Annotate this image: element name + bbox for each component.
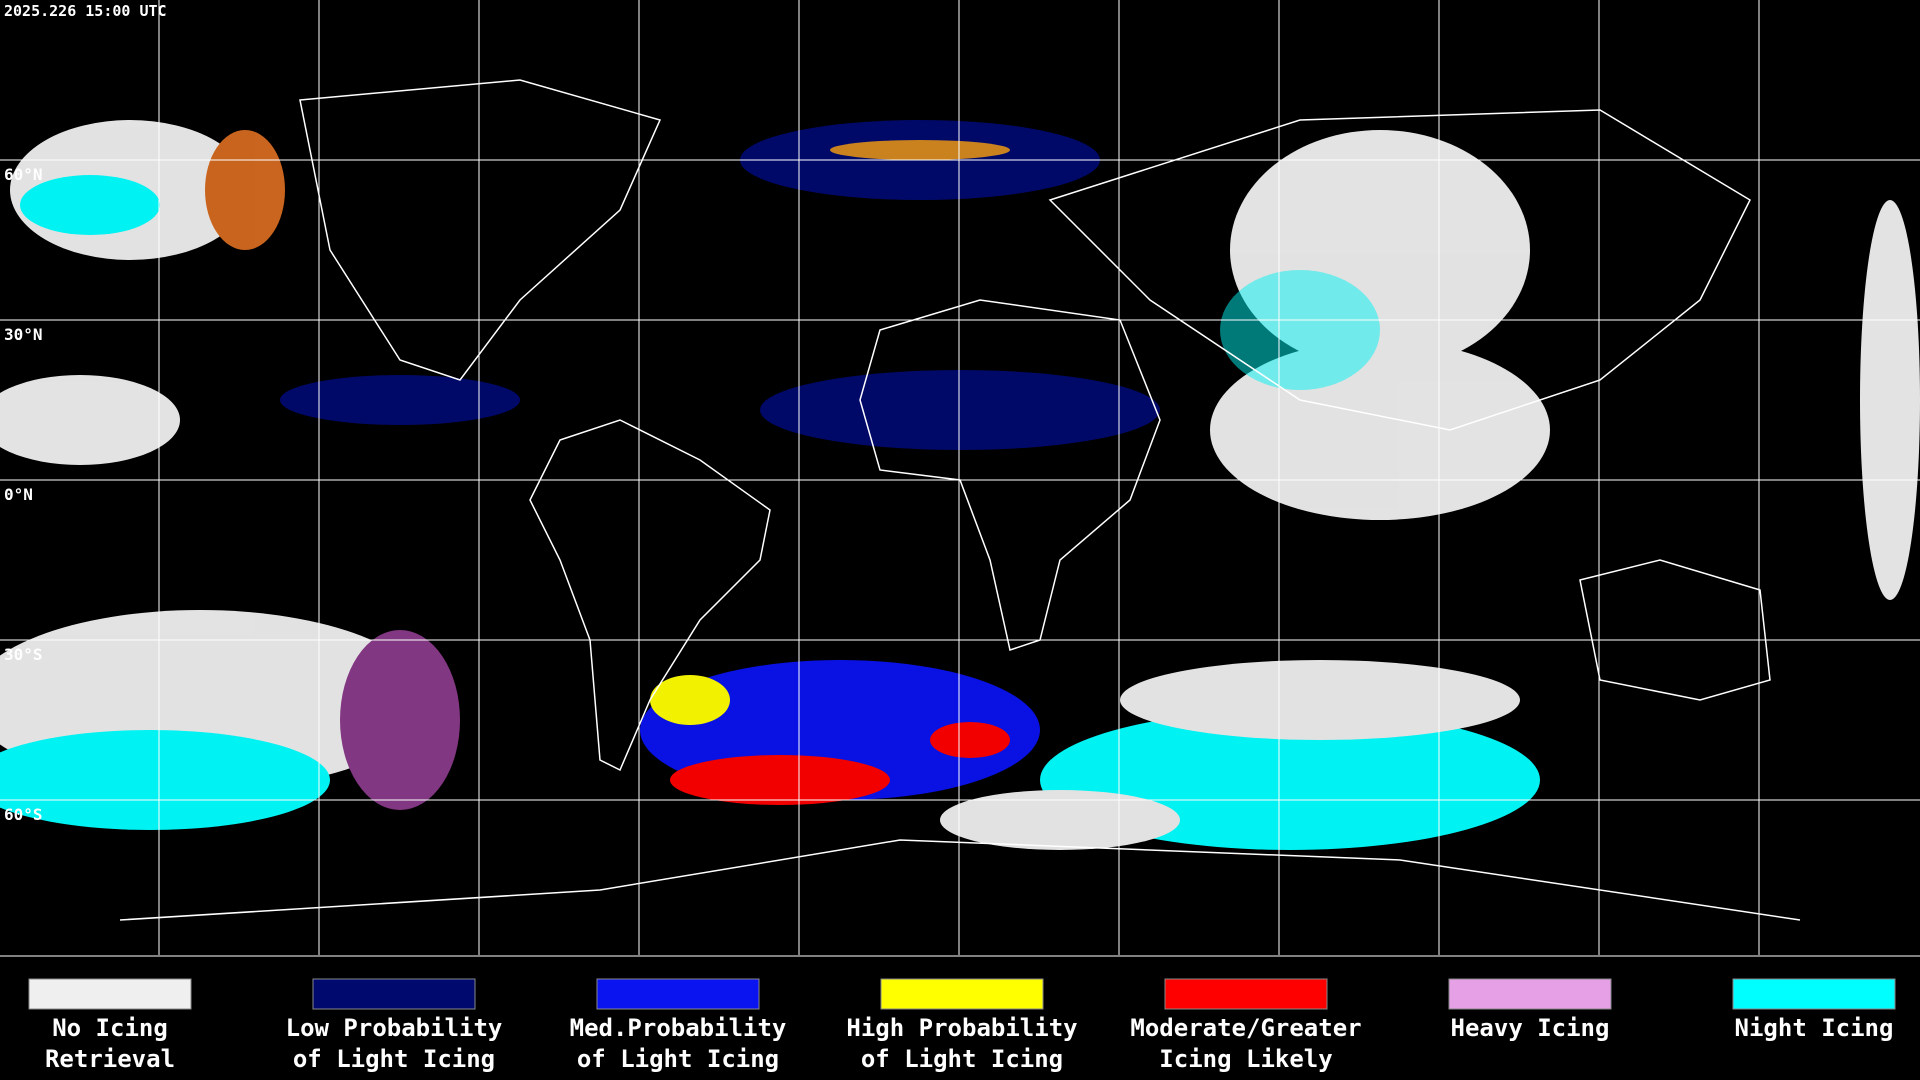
legend-label: High Probability [846,1014,1077,1042]
legend-swatch [1164,978,1328,1010]
legend-swatch [596,978,760,1010]
legend: No Icing Retrieval Low Probability of Light… [28,978,1896,1073]
latitude-label: 60°N [4,165,43,184]
legend-swatch [880,978,1044,1010]
legend-label: of Light Icing [293,1045,495,1073]
legend-swatch [1732,978,1896,1010]
legend-swatch [312,978,476,1010]
timestamp: 2025.226 15:00 UTC [4,2,167,20]
clouds [0,120,1920,850]
latitude-label: 30°N [4,325,43,344]
legend-label: of Light Icing [577,1045,779,1073]
latitude-label: 30°S [4,645,43,664]
grid [0,0,1920,957]
latitude-label: 60°S [4,805,43,824]
legend-swatch [1448,978,1612,1010]
legend-label: Low Probability [286,1014,503,1042]
legend-label: of Light Icing [861,1045,1063,1073]
legend-label: Moderate/Greater [1130,1014,1361,1042]
legend-background [0,957,1920,1080]
legend-swatch [28,978,192,1010]
legend-label: Retrieval [45,1045,175,1073]
legend-label: Icing Likely [1159,1045,1332,1073]
legend-label: Heavy Icing [1451,1014,1610,1042]
legend-label: Night Icing [1735,1014,1894,1042]
legend-label: No Icing [52,1014,168,1042]
latitude-label: 0°N [4,485,33,504]
map [0,79,1920,921]
legend-label: Med.Probability [570,1014,787,1042]
latitude-labels: 60°N 30°N 0°N 30°S 60°S [4,165,43,824]
